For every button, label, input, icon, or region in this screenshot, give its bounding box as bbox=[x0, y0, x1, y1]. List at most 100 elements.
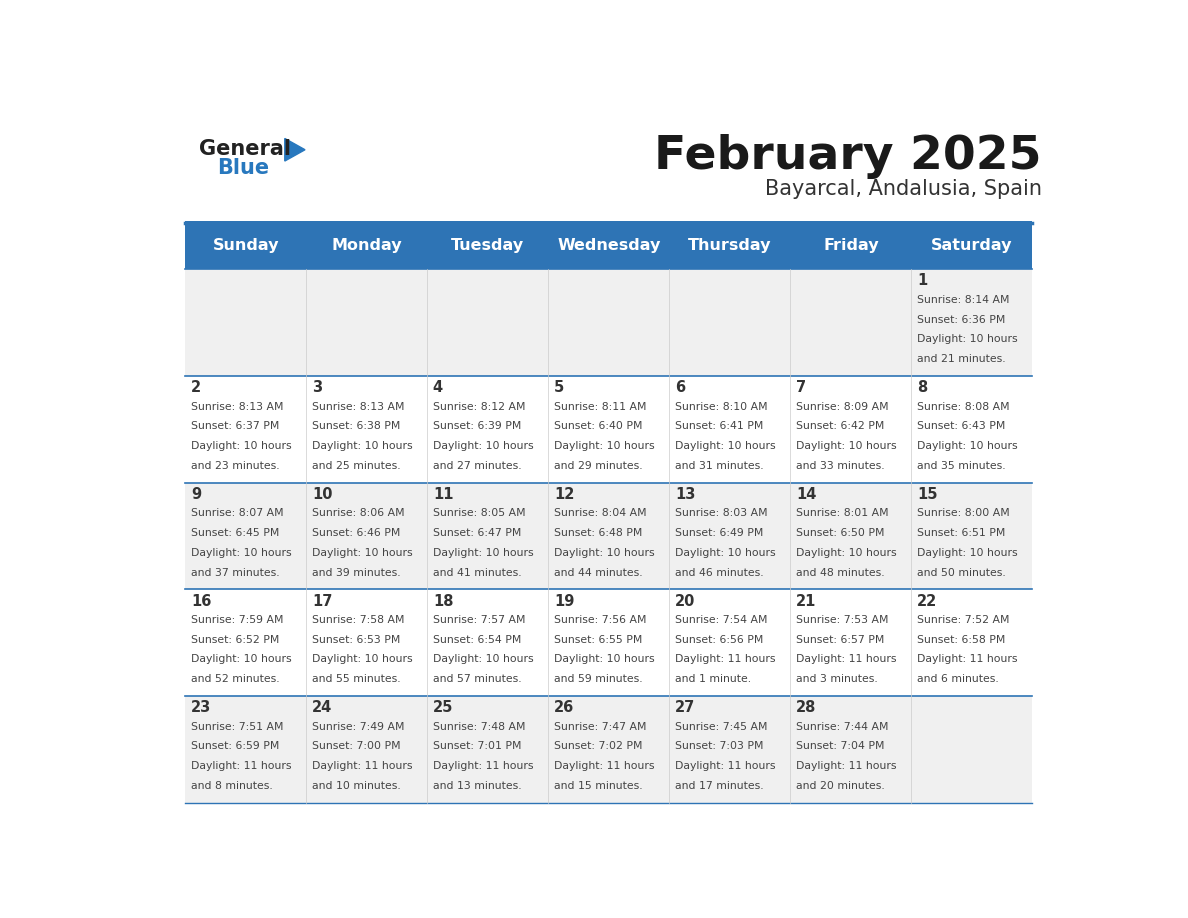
Text: Sunset: 6:54 PM: Sunset: 6:54 PM bbox=[432, 634, 522, 644]
Text: 24: 24 bbox=[312, 700, 333, 715]
Text: Sunrise: 8:10 AM: Sunrise: 8:10 AM bbox=[675, 401, 767, 411]
Text: Daylight: 11 hours: Daylight: 11 hours bbox=[796, 761, 897, 771]
Text: Daylight: 10 hours: Daylight: 10 hours bbox=[554, 548, 655, 558]
Bar bbox=[185, 483, 1032, 589]
Text: Sunset: 6:37 PM: Sunset: 6:37 PM bbox=[191, 421, 279, 431]
Text: 13: 13 bbox=[675, 487, 695, 502]
Text: Sunrise: 8:11 AM: Sunrise: 8:11 AM bbox=[554, 401, 646, 411]
Text: Monday: Monday bbox=[331, 238, 403, 252]
Text: Daylight: 10 hours: Daylight: 10 hours bbox=[191, 548, 291, 558]
Text: Sunrise: 8:13 AM: Sunrise: 8:13 AM bbox=[191, 401, 284, 411]
Text: Sunset: 6:40 PM: Sunset: 6:40 PM bbox=[554, 421, 643, 431]
Text: Sunrise: 8:07 AM: Sunrise: 8:07 AM bbox=[191, 509, 284, 519]
Text: Daylight: 11 hours: Daylight: 11 hours bbox=[796, 655, 897, 665]
Text: Daylight: 10 hours: Daylight: 10 hours bbox=[432, 548, 533, 558]
Text: Sunset: 7:04 PM: Sunset: 7:04 PM bbox=[796, 742, 884, 752]
Text: Daylight: 11 hours: Daylight: 11 hours bbox=[917, 655, 1017, 665]
Text: Sunrise: 7:49 AM: Sunrise: 7:49 AM bbox=[312, 722, 404, 732]
Text: Sunrise: 7:53 AM: Sunrise: 7:53 AM bbox=[796, 615, 889, 625]
Text: and 52 minutes.: and 52 minutes. bbox=[191, 674, 279, 684]
Text: Sunrise: 7:54 AM: Sunrise: 7:54 AM bbox=[675, 615, 767, 625]
Bar bbox=[185, 589, 1032, 696]
Text: Sunset: 6:58 PM: Sunset: 6:58 PM bbox=[917, 634, 1005, 644]
Text: and 13 minutes.: and 13 minutes. bbox=[432, 781, 522, 791]
Text: Daylight: 11 hours: Daylight: 11 hours bbox=[554, 761, 655, 771]
Text: 21: 21 bbox=[796, 594, 816, 609]
Text: Bayarcal, Andalusia, Spain: Bayarcal, Andalusia, Spain bbox=[765, 179, 1042, 199]
Text: Sunrise: 8:09 AM: Sunrise: 8:09 AM bbox=[796, 401, 889, 411]
Text: and 41 minutes.: and 41 minutes. bbox=[432, 567, 522, 577]
Text: Sunset: 7:01 PM: Sunset: 7:01 PM bbox=[432, 742, 522, 752]
Text: 10: 10 bbox=[312, 487, 333, 502]
Text: Sunrise: 7:44 AM: Sunrise: 7:44 AM bbox=[796, 722, 889, 732]
Text: 23: 23 bbox=[191, 700, 211, 715]
Text: Daylight: 10 hours: Daylight: 10 hours bbox=[432, 655, 533, 665]
Text: Sunrise: 8:03 AM: Sunrise: 8:03 AM bbox=[675, 509, 767, 519]
Text: Sunrise: 7:51 AM: Sunrise: 7:51 AM bbox=[191, 722, 284, 732]
Text: Sunset: 6:38 PM: Sunset: 6:38 PM bbox=[312, 421, 400, 431]
Text: Sunset: 6:46 PM: Sunset: 6:46 PM bbox=[312, 528, 400, 538]
Text: Daylight: 10 hours: Daylight: 10 hours bbox=[312, 655, 412, 665]
Text: 5: 5 bbox=[554, 380, 564, 395]
Bar bbox=[185, 696, 1032, 803]
Text: Daylight: 11 hours: Daylight: 11 hours bbox=[432, 761, 533, 771]
Text: Daylight: 10 hours: Daylight: 10 hours bbox=[917, 441, 1017, 451]
Text: and 57 minutes.: and 57 minutes. bbox=[432, 674, 522, 684]
Text: Daylight: 10 hours: Daylight: 10 hours bbox=[312, 441, 412, 451]
Text: and 6 minutes.: and 6 minutes. bbox=[917, 674, 999, 684]
Text: Daylight: 11 hours: Daylight: 11 hours bbox=[312, 761, 412, 771]
Bar bbox=[185, 376, 1032, 483]
Text: 6: 6 bbox=[675, 380, 685, 395]
Text: February 2025: February 2025 bbox=[655, 134, 1042, 179]
Text: and 59 minutes.: and 59 minutes. bbox=[554, 674, 643, 684]
Text: 18: 18 bbox=[432, 594, 454, 609]
Text: and 31 minutes.: and 31 minutes. bbox=[675, 461, 764, 471]
Text: Sunset: 7:03 PM: Sunset: 7:03 PM bbox=[675, 742, 764, 752]
Text: Sunset: 6:52 PM: Sunset: 6:52 PM bbox=[191, 634, 279, 644]
Text: and 39 minutes.: and 39 minutes. bbox=[312, 567, 400, 577]
Text: and 23 minutes.: and 23 minutes. bbox=[191, 461, 279, 471]
Text: Sunset: 6:47 PM: Sunset: 6:47 PM bbox=[432, 528, 522, 538]
Text: Sunrise: 7:52 AM: Sunrise: 7:52 AM bbox=[917, 615, 1010, 625]
Text: and 15 minutes.: and 15 minutes. bbox=[554, 781, 643, 791]
Text: Sunrise: 8:06 AM: Sunrise: 8:06 AM bbox=[312, 509, 404, 519]
Text: and 20 minutes.: and 20 minutes. bbox=[796, 781, 885, 791]
Text: Sunrise: 8:05 AM: Sunrise: 8:05 AM bbox=[432, 509, 525, 519]
Text: and 33 minutes.: and 33 minutes. bbox=[796, 461, 885, 471]
Text: Daylight: 10 hours: Daylight: 10 hours bbox=[796, 548, 897, 558]
Text: and 46 minutes.: and 46 minutes. bbox=[675, 567, 764, 577]
Text: 15: 15 bbox=[917, 487, 937, 502]
Text: General: General bbox=[200, 139, 291, 159]
Text: Daylight: 10 hours: Daylight: 10 hours bbox=[191, 655, 291, 665]
Text: Daylight: 11 hours: Daylight: 11 hours bbox=[675, 761, 776, 771]
Text: Sunrise: 7:57 AM: Sunrise: 7:57 AM bbox=[432, 615, 525, 625]
Text: Sunset: 6:51 PM: Sunset: 6:51 PM bbox=[917, 528, 1005, 538]
Text: Daylight: 10 hours: Daylight: 10 hours bbox=[917, 334, 1017, 344]
Text: Daylight: 10 hours: Daylight: 10 hours bbox=[675, 548, 776, 558]
Text: Sunrise: 7:47 AM: Sunrise: 7:47 AM bbox=[554, 722, 646, 732]
Text: Friday: Friday bbox=[823, 238, 879, 252]
Text: Daylight: 10 hours: Daylight: 10 hours bbox=[432, 441, 533, 451]
Text: Daylight: 11 hours: Daylight: 11 hours bbox=[191, 761, 291, 771]
Text: Sunrise: 8:08 AM: Sunrise: 8:08 AM bbox=[917, 401, 1010, 411]
Text: 12: 12 bbox=[554, 487, 574, 502]
Text: Sunrise: 8:13 AM: Sunrise: 8:13 AM bbox=[312, 401, 404, 411]
Text: 19: 19 bbox=[554, 594, 574, 609]
Text: Sunrise: 8:04 AM: Sunrise: 8:04 AM bbox=[554, 509, 646, 519]
Text: Sunset: 7:00 PM: Sunset: 7:00 PM bbox=[312, 742, 400, 752]
Text: Daylight: 10 hours: Daylight: 10 hours bbox=[312, 548, 412, 558]
Text: and 10 minutes.: and 10 minutes. bbox=[312, 781, 400, 791]
Text: Sunset: 6:42 PM: Sunset: 6:42 PM bbox=[796, 421, 884, 431]
Text: and 29 minutes.: and 29 minutes. bbox=[554, 461, 643, 471]
Text: Sunset: 6:43 PM: Sunset: 6:43 PM bbox=[917, 421, 1005, 431]
Text: Blue: Blue bbox=[217, 158, 270, 178]
Text: Sunset: 6:36 PM: Sunset: 6:36 PM bbox=[917, 315, 1005, 325]
Text: Sunset: 6:56 PM: Sunset: 6:56 PM bbox=[675, 634, 763, 644]
Text: 7: 7 bbox=[796, 380, 805, 395]
Text: 22: 22 bbox=[917, 594, 937, 609]
Text: 14: 14 bbox=[796, 487, 816, 502]
Text: Sunrise: 8:01 AM: Sunrise: 8:01 AM bbox=[796, 509, 889, 519]
Text: 3: 3 bbox=[312, 380, 322, 395]
Text: Sunset: 6:39 PM: Sunset: 6:39 PM bbox=[432, 421, 522, 431]
Text: and 27 minutes.: and 27 minutes. bbox=[432, 461, 522, 471]
